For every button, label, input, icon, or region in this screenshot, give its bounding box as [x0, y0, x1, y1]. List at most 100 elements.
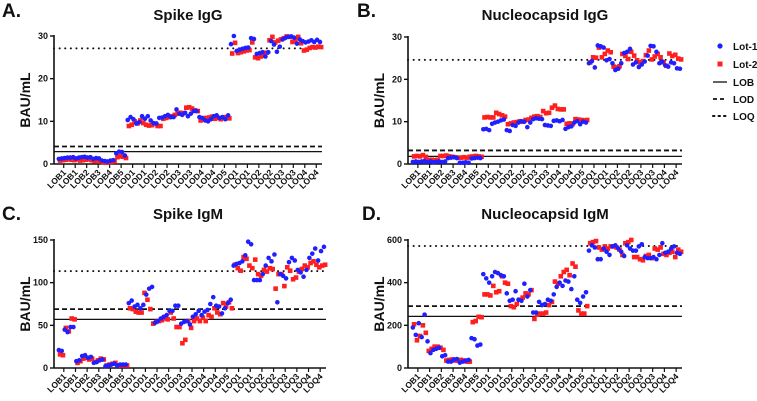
lot2-point	[599, 55, 605, 60]
lot1-point	[645, 53, 650, 58]
lot1-point	[618, 249, 624, 255]
legend-lod-label: LOD	[733, 95, 754, 106]
lot1-point	[257, 277, 263, 283]
lot2-point	[171, 316, 176, 321]
lot2-point	[564, 121, 569, 127]
lot1-point	[454, 356, 460, 362]
lot2-point	[652, 246, 658, 251]
lot2-point	[652, 54, 658, 59]
lot1-point	[504, 291, 510, 296]
lot1-point	[569, 124, 574, 129]
lot1-point	[522, 281, 527, 287]
lot1-point	[271, 42, 277, 47]
legend-loq-label: LOQ	[733, 112, 755, 123]
lot2-point	[640, 257, 646, 263]
lot1-point	[307, 255, 312, 261]
lot2-point	[623, 53, 628, 59]
lot1-point	[536, 299, 542, 305]
lot1-point	[275, 299, 280, 305]
lot1-point	[522, 119, 527, 124]
lot1-point	[454, 155, 460, 161]
lot2-point	[197, 318, 203, 324]
lot1-point	[149, 284, 155, 290]
lot1-point	[138, 305, 143, 311]
lot2-point	[567, 121, 572, 126]
lot2-point	[186, 104, 192, 110]
lot2-point	[678, 57, 684, 62]
legend-lot1-marker	[717, 43, 723, 49]
lot1-point	[616, 246, 621, 251]
lot2-point	[224, 114, 229, 120]
lot1-point	[242, 253, 248, 258]
lot2-point	[491, 283, 496, 289]
lot1-point	[566, 279, 571, 284]
lot1-point	[633, 248, 639, 253]
lot1-point	[413, 332, 419, 338]
lot1-point	[268, 38, 274, 44]
lot2-point	[322, 262, 328, 268]
lot1-point	[222, 116, 228, 122]
lot2-point	[417, 154, 423, 159]
lot1-point	[601, 246, 606, 251]
lot2-point	[523, 291, 528, 296]
lot1-point	[301, 274, 306, 279]
lot2-point	[537, 311, 543, 316]
lot2-point	[69, 157, 74, 163]
lot2-point	[605, 246, 611, 251]
lot1-point	[571, 273, 577, 279]
y-tick-label: 400	[387, 278, 402, 288]
lot2-point	[57, 352, 63, 357]
y-tick-label: 20	[38, 74, 48, 84]
lot1-point	[533, 310, 539, 315]
lot2-point	[229, 51, 235, 56]
lot2-point	[318, 44, 324, 50]
lot1-point	[527, 120, 533, 125]
lot2-point	[514, 301, 520, 307]
lot2-point	[579, 311, 584, 316]
y-tick-label: 10	[38, 116, 48, 126]
lot1-point	[607, 252, 612, 258]
legend-lot1-label: Lot-1	[733, 42, 757, 53]
y-axis-label: BAU/mL	[371, 72, 387, 128]
y-tick-label: 20	[392, 74, 402, 84]
y-tick-label: 0	[397, 363, 402, 373]
panel-nucleocapsid-igg: B. Nucleocapsid IgGBAU/mL0102030LOB1LOB1L…	[357, 1, 684, 191]
panel-letter: C.	[2, 204, 21, 225]
lot1-point	[569, 286, 574, 292]
lot2-point	[617, 63, 622, 69]
lot2-point	[441, 153, 446, 159]
lot2-point	[420, 152, 426, 158]
lot2-point	[438, 153, 443, 159]
lot2-point	[628, 49, 634, 55]
lot1-point	[501, 117, 507, 122]
lot2-point	[508, 121, 514, 126]
lot2-point	[605, 48, 611, 53]
lot1-point	[187, 322, 193, 327]
lot1-point	[660, 59, 665, 64]
lot2-point	[146, 123, 152, 128]
lot2-point	[81, 356, 86, 361]
lot1-point	[525, 294, 530, 299]
lot2-point	[191, 318, 197, 324]
y-tick-label: 30	[392, 32, 402, 42]
lot2-point	[672, 254, 678, 260]
lot1-point	[266, 49, 271, 55]
lot2-point	[526, 117, 531, 122]
lot2-point	[573, 116, 578, 122]
lot2-point	[212, 305, 217, 311]
y-tick-label: 600	[387, 235, 402, 245]
lot2-point	[220, 300, 226, 306]
lot2-point	[295, 34, 301, 40]
lot2-point	[282, 283, 287, 289]
lot2-point	[414, 153, 420, 159]
lot1-point	[65, 329, 70, 335]
lot2-point	[123, 155, 129, 161]
lot2-point	[602, 244, 608, 249]
lot1-point	[665, 249, 671, 255]
lot1-point	[660, 240, 665, 246]
lot2-point	[549, 105, 555, 110]
lot2-point	[183, 105, 189, 110]
lot2-point	[308, 260, 313, 266]
lot2-point	[250, 265, 255, 271]
lot2-point	[287, 268, 293, 274]
